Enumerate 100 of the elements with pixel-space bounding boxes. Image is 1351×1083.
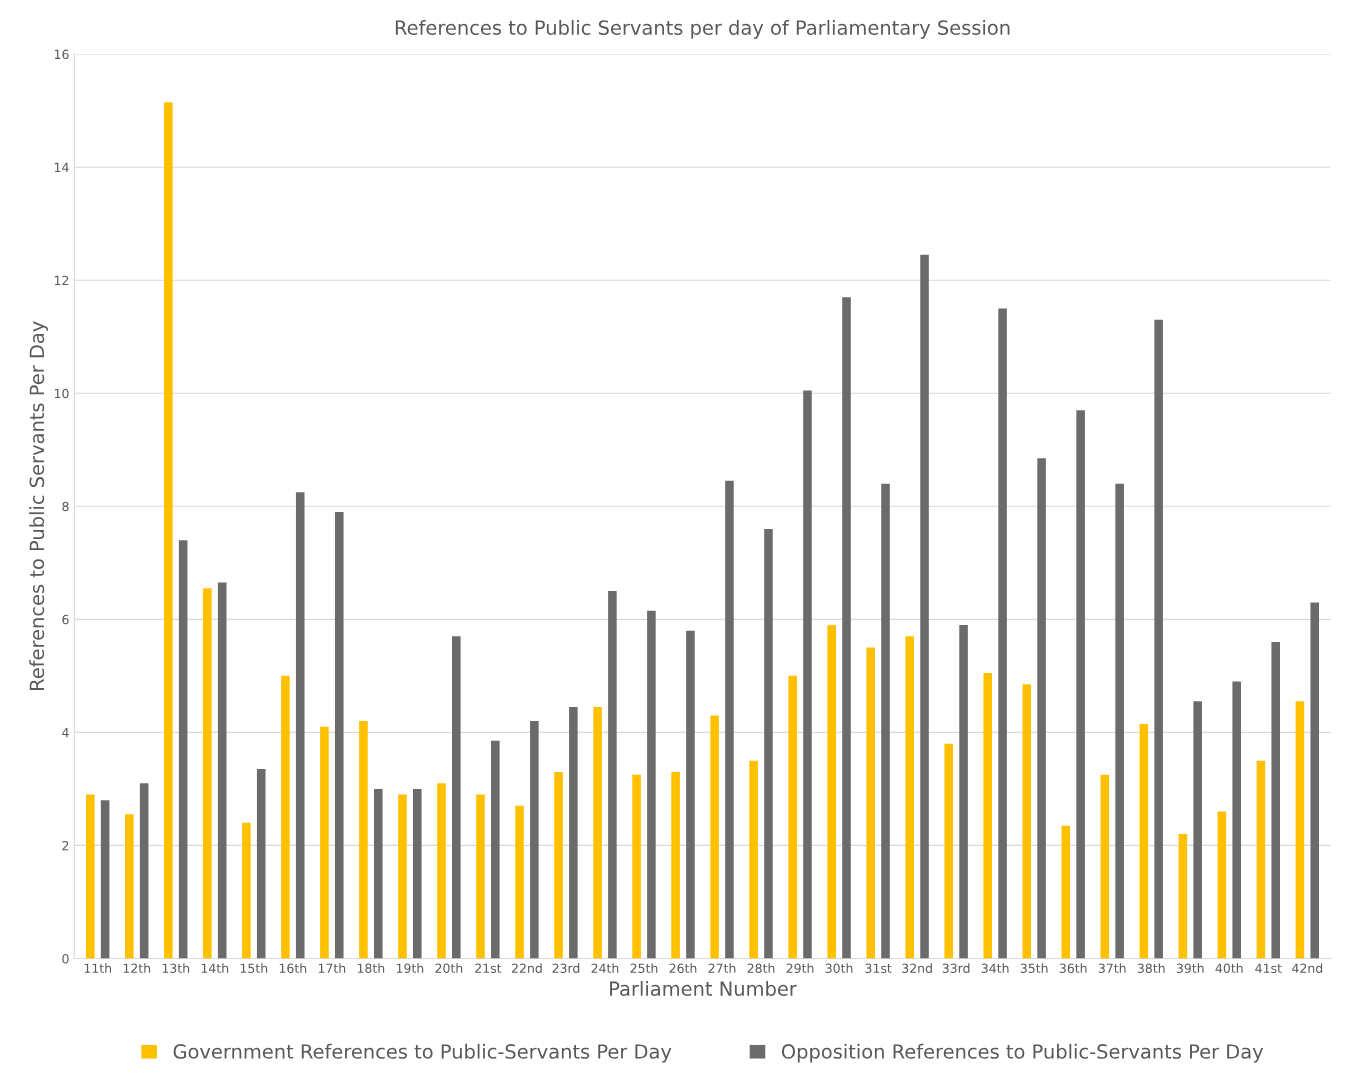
bar <box>139 783 149 959</box>
bar <box>881 483 890 959</box>
bar <box>686 630 695 959</box>
x-tick-label: 14th <box>201 963 229 973</box>
bar <box>866 647 875 959</box>
x-tick-label: 37th <box>1098 963 1126 973</box>
bar <box>476 794 485 959</box>
legend-label: Government References to Public-Servants Per Day <box>173 1043 672 1063</box>
bar <box>905 636 915 959</box>
bar <box>764 528 773 959</box>
bar <box>842 297 851 959</box>
y-tick-label: 6 <box>62 614 69 625</box>
bar <box>1022 684 1032 959</box>
bar <box>569 706 578 959</box>
bar <box>1154 319 1163 959</box>
x-tick-label: 31st <box>865 963 892 973</box>
bar <box>710 715 719 959</box>
bar <box>671 771 680 959</box>
x-tick-label: 11th <box>84 963 112 973</box>
bar <box>959 624 968 959</box>
bar <box>164 102 173 959</box>
bar <box>334 511 344 959</box>
x-tick-label: 20th <box>435 963 463 973</box>
x-tick-label: 35th <box>1020 963 1048 973</box>
bar <box>412 788 422 959</box>
bar <box>217 582 227 959</box>
bar <box>1061 825 1071 959</box>
x-tick-label: 32nd <box>902 963 932 973</box>
bar <box>554 771 563 959</box>
bar <box>1310 602 1320 959</box>
bar <box>1100 774 1110 959</box>
x-tick-label: 28th <box>747 963 775 973</box>
bar <box>530 721 539 959</box>
bar <box>920 254 929 959</box>
legend-label: Opposition References to Public-Servants Per Day <box>781 1043 1264 1063</box>
x-tick-label: 27th <box>708 963 736 973</box>
bar <box>359 721 368 959</box>
bar <box>491 740 500 959</box>
x-tick-label: 23rd <box>552 963 580 973</box>
x-tick-label: 22nd <box>511 963 542 973</box>
bar <box>1271 641 1281 959</box>
x-tick-label: 24th <box>591 963 619 973</box>
y-tick-label: 10 <box>54 388 69 399</box>
bar <box>515 805 524 959</box>
bar <box>632 774 641 959</box>
bar <box>998 308 1007 959</box>
y-tick-label: 8 <box>62 501 69 512</box>
y-tick-label: 0 <box>62 953 69 964</box>
chart-title: References to Public Servants per day of Parliamentary Session <box>395 19 1010 39</box>
bar <box>983 673 993 959</box>
bar <box>1037 458 1046 959</box>
y-axis-title: References to Public Servants Per Day <box>29 321 48 690</box>
x-tick-label: 18th <box>357 963 385 973</box>
bar <box>178 540 188 959</box>
x-tick-label: 26th <box>669 963 697 973</box>
x-tick-label: 40th <box>1215 963 1243 973</box>
bar <box>1115 483 1124 959</box>
bar <box>125 814 134 959</box>
bar <box>1232 681 1241 959</box>
x-tick-label: 21st <box>475 963 502 973</box>
bar <box>827 624 836 959</box>
bar <box>1295 701 1305 959</box>
x-tick-label: 41st <box>1255 963 1282 973</box>
x-tick-label: 34th <box>981 963 1009 973</box>
x-tick-label: 19th <box>396 963 424 973</box>
y-tick-label: 12 <box>54 275 69 285</box>
bar <box>256 769 266 959</box>
bar <box>398 794 407 959</box>
bar <box>788 675 797 959</box>
bar <box>452 636 461 959</box>
x-tick-label: 13th <box>162 963 190 973</box>
x-tick-label: 38th <box>1137 963 1165 973</box>
x-tick-label: 16th <box>279 963 307 973</box>
x-tick-label: 30th <box>825 963 853 973</box>
bar <box>944 743 954 959</box>
x-tick-label: 29th <box>786 963 814 973</box>
bar <box>1217 811 1227 959</box>
bar <box>100 800 110 959</box>
x-tick-label: 25th <box>630 963 658 973</box>
bar <box>295 492 305 959</box>
bar <box>373 788 383 959</box>
bar <box>1193 701 1202 959</box>
bar <box>281 675 290 959</box>
bar <box>86 794 95 959</box>
y-tick-label: 2 <box>62 840 69 851</box>
bar <box>647 610 656 959</box>
bar <box>1178 834 1188 959</box>
bar <box>242 822 251 959</box>
y-tick-label: 14 <box>54 162 69 172</box>
x-tick-label: 15th <box>240 963 268 973</box>
bar <box>608 591 617 959</box>
bar <box>803 390 812 959</box>
x-tick-label: 36th <box>1059 963 1087 973</box>
x-tick-label: 33rd <box>942 963 970 973</box>
y-tick-label: 16 <box>54 49 69 60</box>
bar <box>725 480 734 959</box>
bar <box>749 760 758 959</box>
bar <box>203 588 212 959</box>
x-axis-title: Parliament Number <box>610 980 797 997</box>
bar <box>1256 760 1266 959</box>
